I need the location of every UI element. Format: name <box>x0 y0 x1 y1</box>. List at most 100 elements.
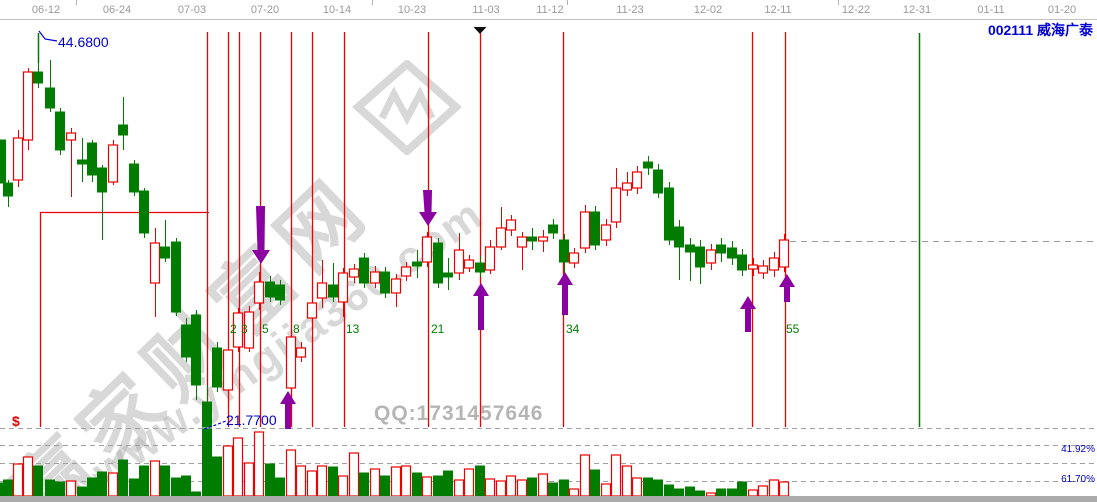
volume-bar-up <box>757 485 769 497</box>
candle-body-up <box>610 187 622 223</box>
volume-bar-up <box>390 466 402 497</box>
candle-body-down <box>737 254 747 271</box>
candle-body-down <box>3 182 13 197</box>
volume-bar-up <box>285 449 297 497</box>
volume-bar-down <box>359 472 369 497</box>
candle-body-down <box>716 244 726 254</box>
sell-arrow-down <box>419 190 437 226</box>
candle-body-down <box>685 244 695 253</box>
volume-bar-down <box>674 488 684 497</box>
candle-body-up <box>65 132 77 141</box>
volume-bar-up <box>253 431 265 497</box>
candle-body-down <box>160 246 170 259</box>
candle-body-up <box>705 249 717 264</box>
high-price-label: 44.6800 <box>58 34 109 50</box>
volume-bar-up <box>222 445 234 497</box>
date-axis-label: 10-23 <box>397 4 427 16</box>
buy-arrow-up <box>779 274 795 302</box>
candle-body-up <box>369 271 381 284</box>
low-price-label: 21.7700 <box>226 412 277 428</box>
volume-bar-up <box>421 476 433 497</box>
candle-body-down <box>412 261 422 267</box>
candle-body-down <box>643 161 653 169</box>
fib-timezone-number: 55 <box>786 322 800 336</box>
volume-bar-up <box>295 465 307 497</box>
candle-body-up <box>295 347 307 358</box>
high-pointer-line <box>38 30 58 42</box>
volume-bar-up <box>12 463 24 497</box>
candle-body-up <box>243 311 255 349</box>
fib-timezone-number: 34 <box>566 322 580 336</box>
volume-bar-down <box>181 475 191 497</box>
date-axis-label: 11-12 <box>536 4 564 16</box>
date-axis-label: 10-14 <box>322 4 352 16</box>
date-axis-label: 06-24 <box>102 4 132 16</box>
candle-body-up <box>579 211 591 249</box>
volume-bar-up <box>579 454 591 497</box>
date-axis-label: 11-03 <box>472 4 500 16</box>
date-axis-label: 07-20 <box>250 4 280 16</box>
volume-bar-down <box>45 479 55 497</box>
triangle-marker <box>473 27 487 34</box>
candle-body-down <box>590 211 600 246</box>
volume-bar-up <box>65 480 77 497</box>
date-axis: 06-12 06-24 07-03 07-20 10-14 10-23 11-03 11-12… <box>0 0 1097 20</box>
volume-bar-up <box>568 488 580 497</box>
date-axis-label: 01-20 <box>1047 4 1077 16</box>
volume-bar-up <box>463 468 475 497</box>
volume-bar-down <box>433 475 443 497</box>
fib-timezone-number: 5 <box>262 322 269 336</box>
volume-bar-down <box>160 465 170 497</box>
volume-bar-down <box>139 465 149 497</box>
axis-tick <box>838 0 839 5</box>
volume-bar-down <box>77 486 87 497</box>
candle-body-up <box>348 268 360 278</box>
candle-body-up <box>495 227 507 248</box>
currency-marker: $ <box>12 413 20 429</box>
volume-bar-down <box>548 482 558 497</box>
volume-bar-down <box>3 479 13 497</box>
candle-body-down <box>202 401 212 428</box>
volume-bar-up <box>107 472 119 497</box>
candle-body-up <box>222 349 234 391</box>
fib-timezone-number: 2 <box>230 322 237 336</box>
percent-label-1: 41.92% <box>1061 444 1095 455</box>
candle-body-up <box>463 259 475 269</box>
candle-body-down <box>475 262 485 273</box>
volume-bar-down <box>328 466 338 497</box>
candle-body-up <box>505 219 517 231</box>
candle-body-down <box>527 236 537 242</box>
volume-bar-up <box>631 477 643 497</box>
volume-bar-down <box>559 479 569 497</box>
volume-bar-down <box>265 463 275 497</box>
volume-bar-up <box>22 456 34 497</box>
horizontal-scrollbar[interactable] <box>0 496 1097 502</box>
volume-bar-up <box>768 479 780 497</box>
volume-bar-down <box>202 428 212 497</box>
volume-bar-up <box>537 473 549 497</box>
volume-bar-up <box>621 465 633 497</box>
candle-body-up <box>453 249 465 274</box>
volume-bar-down <box>475 465 485 497</box>
volume-bar-down <box>653 479 663 497</box>
volume-bar-up <box>778 481 790 497</box>
volume-bar-up <box>484 478 496 497</box>
volume-bar-up <box>243 462 255 497</box>
candle-body-down <box>275 284 285 301</box>
fib-timezone-number: 13 <box>346 322 360 336</box>
volume-bar-down <box>727 488 737 497</box>
buy-arrow-up <box>557 272 573 315</box>
volume-bar-down <box>212 456 222 497</box>
date-axis-label: 06-12 <box>31 4 61 16</box>
candle-body-up <box>316 282 328 299</box>
volume-bar-down <box>33 465 43 497</box>
candle-body-down <box>265 281 275 298</box>
date-axis-label: 11-23 <box>616 4 644 16</box>
candle-body-up <box>516 236 528 248</box>
volume-bar-down <box>643 477 653 497</box>
candle-body-down <box>181 324 191 358</box>
candle-body-down <box>727 247 737 259</box>
candle-body-up <box>484 246 496 271</box>
